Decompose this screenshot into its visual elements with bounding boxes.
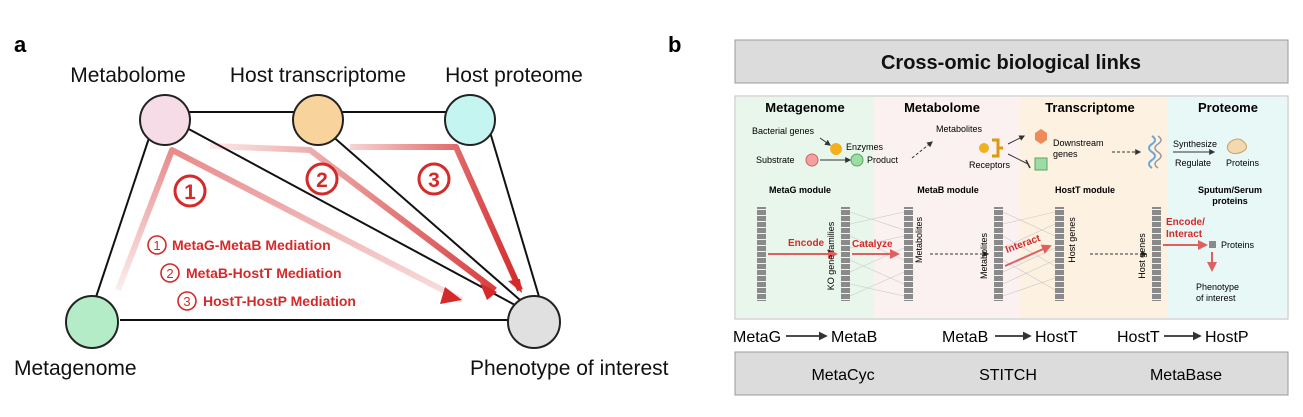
header-box: [734, 39, 1289, 84]
ligand-icon: [979, 143, 989, 153]
path2-arrowhead: [480, 283, 497, 300]
label-metabolites-col-1: Metabolites: [914, 216, 924, 263]
database-box: [734, 351, 1289, 396]
legend-num-2: 2: [166, 266, 173, 281]
label-phenotype: Phenotype of interest: [470, 357, 669, 380]
label-proteins-top: Proteins: [1226, 158, 1260, 168]
label-regulate: Regulate: [1175, 158, 1211, 168]
node-phenotype: [507, 295, 561, 349]
protein-square: [1209, 241, 1216, 248]
hexagon-icon: [1035, 129, 1047, 144]
label-host-proteome: Host proteome: [445, 64, 583, 87]
label-phenotype-2: of interest: [1196, 293, 1236, 303]
label-encode-2: Encode/: [1166, 217, 1205, 228]
db-metacyc: MetaCyc: [811, 367, 874, 384]
label-catalyze: Catalyze: [852, 239, 893, 250]
label-host-transcriptome: Host transcriptome: [230, 64, 406, 87]
label-encode: Encode: [788, 238, 825, 249]
module-sputum-2: proteins: [1212, 196, 1248, 206]
legend-num-1: 1: [153, 238, 160, 253]
mechanism-row: Bacterial genes Enzymes Substrate Produc…: [752, 124, 1260, 171]
panel-b-letter: b: [668, 32, 681, 57]
link-2-from: MetaB: [942, 329, 988, 346]
link-2-to: HostT: [1035, 329, 1078, 346]
dna-icon: [1148, 135, 1156, 169]
panel-b: b Cross-omic biological links Metagenome…: [668, 32, 1289, 396]
node-host-proteome: [444, 94, 496, 146]
section-title-transcriptome: Transcriptome: [1045, 100, 1135, 115]
module-hostt: HostT module: [1055, 185, 1115, 195]
node-host-transcriptome: [292, 94, 344, 146]
legend-label-1: MetaG-MetaB Mediation: [172, 237, 331, 253]
label-ko: KO gene families: [826, 221, 836, 290]
link-1-to: MetaB: [831, 329, 877, 346]
link-1-from: MetaG: [733, 329, 781, 346]
column-metabolites-2: [994, 207, 1003, 301]
panel-a: a Metabolome Host transcriptome: [14, 32, 669, 380]
panel-a-letter: a: [14, 32, 27, 57]
path1-arrowhead: [440, 287, 462, 304]
label-metabolites-col-2: Metabolites: [979, 232, 989, 279]
label-product: Product: [867, 155, 899, 165]
badge-1: 1: [184, 181, 196, 204]
network-edges: [94, 111, 541, 321]
db-stitch: STITCH: [979, 367, 1037, 384]
label-metabolome: Metabolome: [70, 64, 186, 87]
mediation-legend: 1 MetaG-MetaB Mediation 2 MetaB-HostT Me…: [147, 235, 356, 311]
mediation-paths: [115, 143, 523, 304]
label-metabolites: Metabolites: [936, 124, 983, 134]
enzyme-icon: [830, 143, 843, 155]
substrate-circle: [805, 153, 819, 167]
section-title-metabolome: Metabolome: [904, 100, 980, 115]
module-metab: MetaB module: [917, 185, 979, 195]
label-host-genes-col-2: Host genes: [1137, 233, 1147, 279]
header-title: Cross-omic biological links: [881, 52, 1141, 74]
legend-num-3: 3: [183, 294, 190, 309]
label-substrate: Substrate: [756, 155, 795, 165]
link-3-from: HostT: [1117, 329, 1160, 346]
module-metag: MetaG module: [769, 185, 831, 195]
label-downstream: Downstream: [1053, 138, 1104, 148]
label-interact-2: Interact: [1166, 229, 1203, 240]
link-3-to: HostP: [1205, 329, 1249, 346]
badge-2: 2: [316, 169, 328, 192]
label-synthesize: Synthesize: [1173, 139, 1217, 149]
section-title-proteome: Proteome: [1198, 100, 1258, 115]
module-sputum-1: Sputum/Serum: [1198, 185, 1262, 195]
node-metabolome: [139, 94, 191, 146]
node-metagenome: [65, 295, 119, 349]
label-bacterial-genes: Bacterial genes: [752, 126, 815, 136]
label-receptors: Receptors: [969, 160, 1011, 170]
link-row: MetaG MetaB MetaB HostT HostT HostP: [733, 329, 1249, 346]
column-ko: [841, 207, 850, 301]
square-icon: [1034, 157, 1048, 171]
db-metabase: MetaBase: [1150, 367, 1222, 384]
product-circle: [850, 153, 864, 167]
label-metagenome: Metagenome: [14, 357, 137, 380]
module-columns: [757, 207, 1161, 301]
protein-icon: [1226, 138, 1248, 155]
label-host-genes-col-1: Host genes: [1067, 217, 1077, 263]
label-phenotype-1: Phenotype: [1196, 282, 1239, 292]
column-metabolites-1: [904, 207, 913, 301]
legend-label-3: HostT-HostP Mediation: [203, 293, 356, 309]
column-host-genes-1: [1055, 207, 1064, 301]
path-badges: 1 2 3: [173, 162, 451, 208]
label-proteins: Proteins: [1221, 240, 1255, 250]
path3-arrowhead: [508, 279, 522, 293]
receptor-icon: [992, 138, 1003, 158]
label-genes: genes: [1053, 149, 1078, 159]
section-bg-proteome: [1168, 97, 1287, 318]
column-metag-genes: [757, 207, 766, 301]
legend-label-2: MetaB-HostT Mediation: [186, 265, 342, 281]
label-enzymes: Enzymes: [846, 142, 884, 152]
section-title-metagenome: Metagenome: [765, 100, 844, 115]
badge-3: 3: [428, 169, 440, 192]
column-host-genes-2: [1152, 207, 1161, 301]
